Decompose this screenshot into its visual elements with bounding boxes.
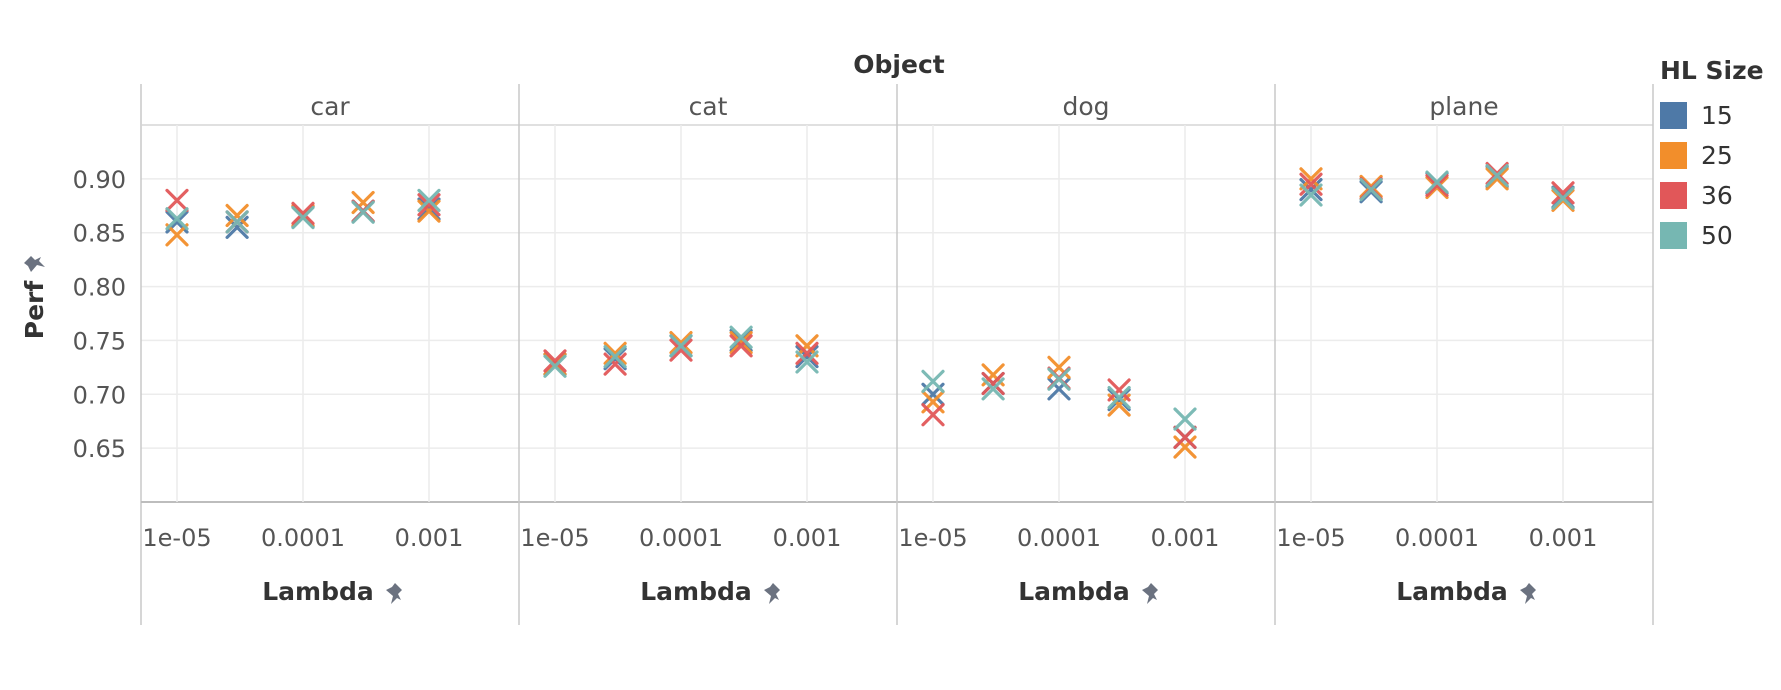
data-point-plane-25[interactable] [1299, 167, 1323, 191]
legend-swatch-36 [1660, 181, 1687, 209]
data-point-plane-50[interactable] [1551, 186, 1575, 210]
data-point-dog-50[interactable] [921, 369, 945, 393]
panel-label-cat: cat [689, 92, 728, 121]
data-point-cat-15[interactable] [795, 344, 819, 369]
data-point-cat-25[interactable] [669, 330, 693, 355]
data-point-plane-15[interactable] [1299, 178, 1323, 202]
y-axis-pin-icon [24, 256, 45, 272]
x-tick-label: 0.0001 [1017, 524, 1101, 552]
data-point-cat-36[interactable] [669, 338, 693, 362]
data-point-cat-50[interactable] [603, 344, 627, 369]
data-point-cat-36[interactable] [543, 349, 567, 373]
data-point-cat-50[interactable] [795, 350, 819, 374]
legend-swatch-25 [1660, 141, 1687, 169]
x-tick-label: 1e-05 [520, 524, 589, 552]
y-axis-label: Perf [20, 280, 49, 340]
x-axis-pin-icon [386, 583, 402, 604]
data-point-plane-50[interactable] [1359, 178, 1383, 202]
legend-label-36: 36 [1701, 180, 1733, 210]
y-tick-label: 0.75 [73, 327, 126, 355]
data-point-car-25[interactable] [417, 199, 441, 223]
data-point-car-36[interactable] [291, 201, 315, 225]
data-point-cat-50[interactable] [729, 325, 753, 349]
data-point-cat-50[interactable] [543, 354, 567, 378]
legend-label-25: 25 [1701, 140, 1733, 170]
x-tick-label: 0.001 [773, 524, 842, 552]
data-point-cat-36[interactable] [795, 341, 819, 365]
data-point-plane-25[interactable] [1485, 167, 1509, 191]
x-tick-label: 0.0001 [261, 524, 345, 552]
x-tick-label: 0.0001 [639, 524, 723, 552]
legend-item-15[interactable]: 15 [1660, 95, 1764, 135]
data-point-cat-36[interactable] [603, 352, 627, 376]
x-tick-label: 0.0001 [1395, 524, 1479, 552]
legend-swatch-15 [1660, 101, 1687, 129]
x-axis-label: Lambda [262, 577, 374, 606]
legend-label-50: 50 [1701, 220, 1733, 250]
data-point-dog-25[interactable] [1173, 435, 1197, 459]
data-point-dog-50[interactable] [1047, 367, 1071, 391]
x-axis-pin-icon [1520, 583, 1536, 604]
data-point-dog-36[interactable] [921, 403, 945, 427]
legend-item-25[interactable]: 25 [1660, 135, 1764, 175]
data-point-cat-25[interactable] [729, 330, 753, 355]
x-axis-pin-icon [1142, 583, 1158, 604]
data-point-dog-36[interactable] [1173, 425, 1197, 449]
y-tick-label: 0.65 [73, 435, 126, 463]
x-axis-label: Lambda [1396, 577, 1508, 606]
data-point-cat-36[interactable] [729, 334, 753, 358]
data-point-cat-50[interactable] [669, 334, 693, 358]
data-point-car-50[interactable] [165, 207, 189, 231]
data-point-car-25[interactable] [225, 203, 249, 228]
x-tick-label: 0.001 [1529, 524, 1598, 552]
x-tick-label: 1e-05 [898, 524, 967, 552]
y-tick-label: 0.70 [73, 381, 126, 409]
chart-title: Object [853, 50, 944, 79]
data-point-cat-25[interactable] [795, 334, 819, 358]
data-point-car-50[interactable] [351, 200, 375, 224]
legend-title: HL Size [1660, 56, 1764, 85]
data-point-plane-50[interactable] [1425, 170, 1449, 194]
data-point-dog-50[interactable] [981, 377, 1005, 401]
x-tick-label: 1e-05 [142, 524, 211, 552]
y-tick-label: 0.90 [73, 166, 126, 194]
data-point-car-50[interactable] [225, 210, 249, 234]
data-point-dog-50[interactable] [1173, 407, 1197, 431]
data-point-car-50[interactable] [417, 188, 441, 212]
data-point-plane-36[interactable] [1425, 173, 1449, 197]
x-tick-label: 0.001 [1151, 524, 1220, 552]
legend: HL Size 15 25 36 50 [1660, 56, 1764, 255]
legend-label-15: 15 [1701, 100, 1733, 130]
y-tick-label: 0.80 [73, 274, 126, 302]
data-point-car-25[interactable] [165, 223, 189, 247]
legend-item-50[interactable]: 50 [1660, 215, 1764, 255]
legend-swatch-50 [1660, 221, 1687, 249]
data-point-plane-50[interactable] [1299, 183, 1323, 207]
data-point-car-36[interactable] [417, 193, 441, 217]
x-tick-label: 1e-05 [1276, 524, 1345, 552]
data-point-dog-36[interactable] [1107, 378, 1131, 402]
data-point-plane-50[interactable] [1485, 164, 1509, 188]
x-axis-label: Lambda [1018, 577, 1130, 606]
x-tick-label: 0.001 [395, 524, 464, 552]
data-point-car-50[interactable] [291, 206, 315, 230]
data-point-car-36[interactable] [165, 188, 189, 212]
panel-label-plane: plane [1429, 92, 1498, 121]
data-point-car-25[interactable] [351, 190, 375, 215]
y-tick-label: 0.85 [73, 220, 126, 248]
data-point-dog-50[interactable] [1107, 385, 1131, 410]
data-point-plane-36[interactable] [1299, 172, 1323, 196]
data-point-dog-15[interactable] [1047, 377, 1071, 401]
data-point-plane-36[interactable] [1551, 181, 1575, 205]
x-axis-label: Lambda [640, 577, 752, 606]
panel-label-car: car [310, 92, 350, 121]
data-point-dog-36[interactable] [981, 371, 1005, 396]
legend-item-36[interactable]: 36 [1660, 175, 1764, 215]
data-point-cat-25[interactable] [603, 341, 627, 365]
x-axis-pin-icon [764, 583, 780, 604]
panel-label-dog: dog [1062, 92, 1109, 121]
